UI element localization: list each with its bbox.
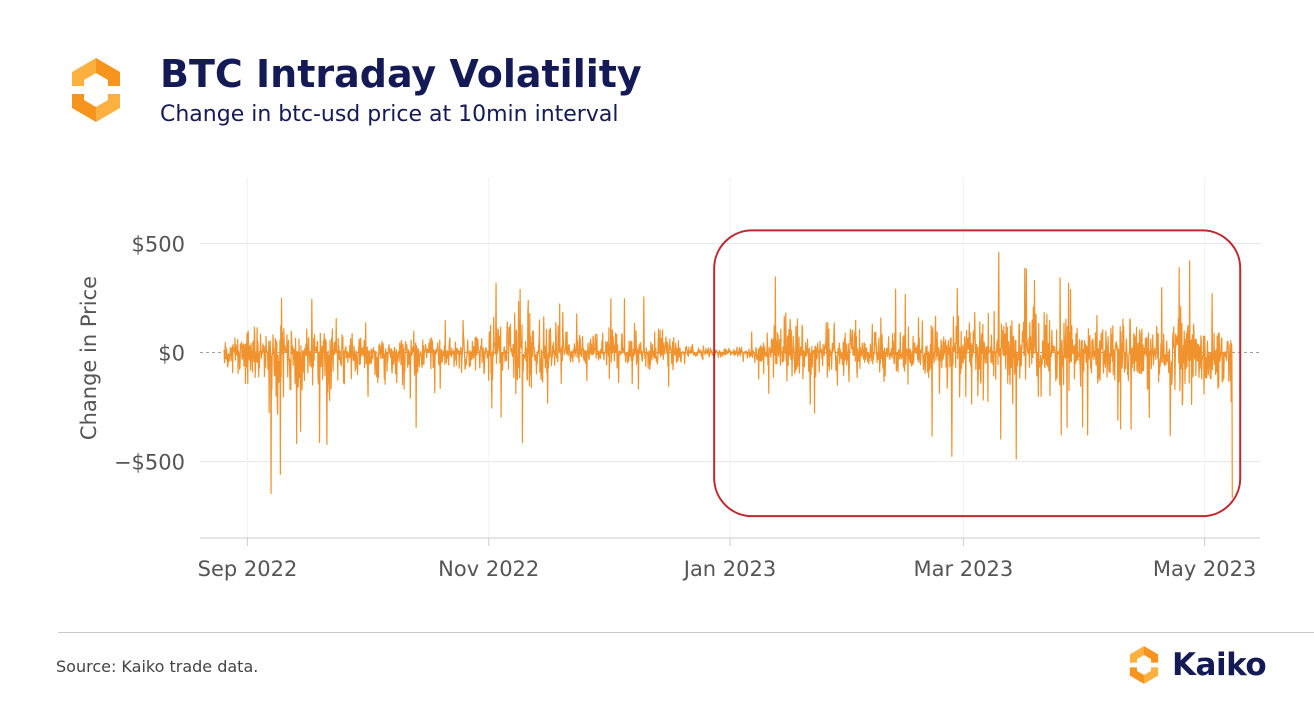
chart-subtitle: Change in btc-usd price at 10min interva…	[160, 102, 619, 127]
y-tick-label: $0	[158, 342, 185, 366]
chart-title: BTC Intraday Volatility	[160, 52, 642, 96]
kaiko-brand-icon	[1129, 646, 1159, 684]
y-tick-label: −$500	[114, 451, 185, 475]
y-tick-label: $500	[132, 232, 185, 256]
volatility-series-line	[223, 251, 1233, 499]
volatility-chart: $500 $0 −$500 Change in Price Sep 2022 Nov 20…	[77, 178, 1260, 581]
y-axis-title: Change in Price	[77, 276, 101, 440]
footer-divider	[58, 632, 1314, 633]
x-tick-label: Sep 2022	[198, 557, 298, 581]
x-tick-label: Nov 2022	[438, 557, 539, 581]
highlight-box	[713, 229, 1242, 518]
x-tick-label: Jan 2023	[682, 557, 777, 581]
x-tick-label: Mar 2023	[913, 557, 1013, 581]
x-tick-label: May 2023	[1153, 557, 1257, 581]
brand-name: Kaiko	[1172, 647, 1267, 683]
kaiko-brand: Kaiko	[1124, 644, 1267, 686]
kaiko-logo-icon	[72, 58, 120, 122]
source-note: Source: Kaiko trade data.	[56, 657, 259, 676]
